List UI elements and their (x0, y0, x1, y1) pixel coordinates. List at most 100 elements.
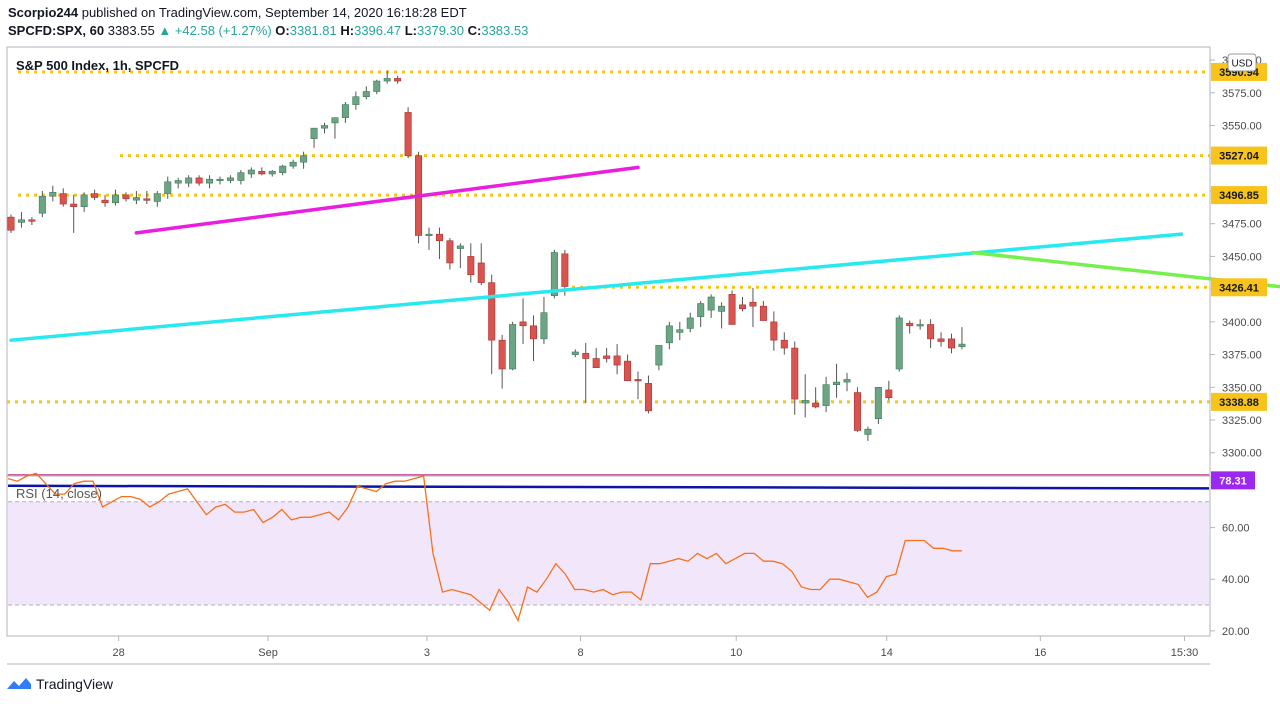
candle-body (80, 194, 88, 207)
open-label: O: (275, 23, 290, 38)
candle-body (634, 379, 642, 382)
candle-body (937, 338, 945, 342)
main-pane-frame (6, 46, 1211, 476)
candle-body (300, 155, 308, 163)
high-value: 3396.47 (354, 23, 402, 38)
candle-body (17, 219, 25, 223)
candle-body (759, 305, 767, 321)
candle-body (895, 317, 903, 370)
main-pane[interactable]: S&P 500 Index, 1h, SPCFD (6, 46, 1280, 476)
candle-body (927, 324, 935, 340)
trendline (970, 250, 1280, 289)
candle-body (749, 301, 757, 307)
time-tick-label: 8 (577, 647, 583, 659)
low-value: 3379.30 (417, 23, 464, 38)
candle-body (59, 193, 67, 205)
level-label-bg (1211, 392, 1267, 411)
candle-body (153, 193, 161, 202)
rsi-line (7, 472, 962, 623)
candle-body (603, 355, 611, 359)
candle-body (874, 387, 882, 420)
footer-brand: TradingView (36, 676, 114, 692)
chart-title: S&P 500 Index, 1h, SPCFD (16, 58, 179, 73)
rsi-tick-label: 20.00 (1222, 626, 1250, 638)
candle-body (425, 233, 433, 236)
candle-body (801, 400, 809, 404)
candle-body (341, 104, 349, 118)
candle-body (456, 245, 464, 249)
candle-body (289, 161, 297, 167)
published-text: published on TradingView.com, September … (81, 5, 467, 20)
candle-body (519, 321, 527, 327)
rsi-pane[interactable]: RSI (14, close) (6, 472, 1211, 637)
publisher-name: Scorpio244 (8, 5, 79, 20)
candle-body (770, 321, 778, 341)
trendline (134, 165, 640, 235)
candle-body (206, 178, 214, 184)
candle-body (112, 194, 120, 204)
close-label: C: (467, 23, 482, 38)
candle-body (540, 312, 548, 340)
candle-body (383, 78, 391, 82)
time-axis[interactable]: 28 Sep 3 8 10 14 16 15:30 (7, 636, 1210, 665)
candle-body (644, 383, 652, 412)
candle-body (822, 384, 830, 406)
candle-body (91, 193, 99, 198)
level-label-bg (1211, 278, 1267, 297)
currency-button[interactable]: USD (1227, 53, 1257, 72)
candle-body (916, 324, 924, 327)
candle-body (226, 177, 234, 181)
candle-body (613, 355, 621, 366)
candle-body (164, 181, 172, 194)
tradingview-logo-icon (7, 678, 31, 689)
footer: TradingView (6, 676, 113, 692)
level-label-bg (1211, 146, 1267, 165)
candle-body (70, 203, 78, 207)
time-tick-label: Sep (258, 647, 278, 659)
candle-body (101, 199, 109, 204)
rsi-tick-label: 60.00 (1222, 523, 1250, 535)
candle-body (582, 352, 590, 359)
rsi-title: RSI (14, close) (16, 486, 102, 501)
price-tick-label: 3325.00 (1222, 415, 1262, 427)
time-tick-label: 10 (730, 647, 742, 659)
time-tick-label: 16 (1034, 647, 1046, 659)
candle-body (665, 325, 673, 344)
candle-body (697, 303, 705, 317)
candle-body (728, 294, 736, 325)
trendline (9, 232, 1184, 342)
rsi-current-label: 78.31 (1219, 475, 1247, 487)
candle-body (467, 256, 475, 276)
price-tick-label: 3400.00 (1222, 317, 1262, 329)
candle-body (7, 216, 15, 231)
candle-body (373, 80, 381, 92)
candle-body (394, 78, 402, 82)
price-tick-label: 3550.00 (1222, 121, 1262, 133)
candle-body (592, 358, 600, 368)
symbol-label: SPCFD:SPX, 60 (8, 23, 105, 38)
currency-button-frame (1227, 53, 1257, 72)
candle-body (498, 339, 506, 370)
price-axis[interactable]: 3300.003325.003350.003375.003400.003425.… (1209, 47, 1267, 638)
candle-body (561, 253, 569, 287)
candle-body (132, 197, 140, 201)
rsi-current-bg (1211, 471, 1255, 490)
candle-body (143, 198, 151, 201)
publish-info: Scorpio244 published on TradingView.com,… (8, 5, 467, 20)
candle-body (122, 194, 130, 200)
candle-body (812, 402, 820, 408)
candle-body (509, 324, 517, 370)
candle-body (707, 296, 715, 311)
rsi-series (7, 472, 962, 623)
candle-body (310, 127, 318, 139)
level-label: 3338.88 (1219, 397, 1259, 409)
time-tick-label: 3 (424, 647, 430, 659)
change-value: ▲ +42.58 (+1.27%) (158, 23, 272, 38)
currency-label: USD (1231, 59, 1252, 70)
ohlc-line: SPCFD:SPX, 60 3383.55 ▲ +42.58 (+1.27%) … (8, 23, 528, 38)
rsi-blue-line (7, 484, 1210, 490)
candle-body (843, 379, 851, 383)
candle-body (686, 317, 694, 329)
trendlines[interactable] (9, 165, 1280, 342)
